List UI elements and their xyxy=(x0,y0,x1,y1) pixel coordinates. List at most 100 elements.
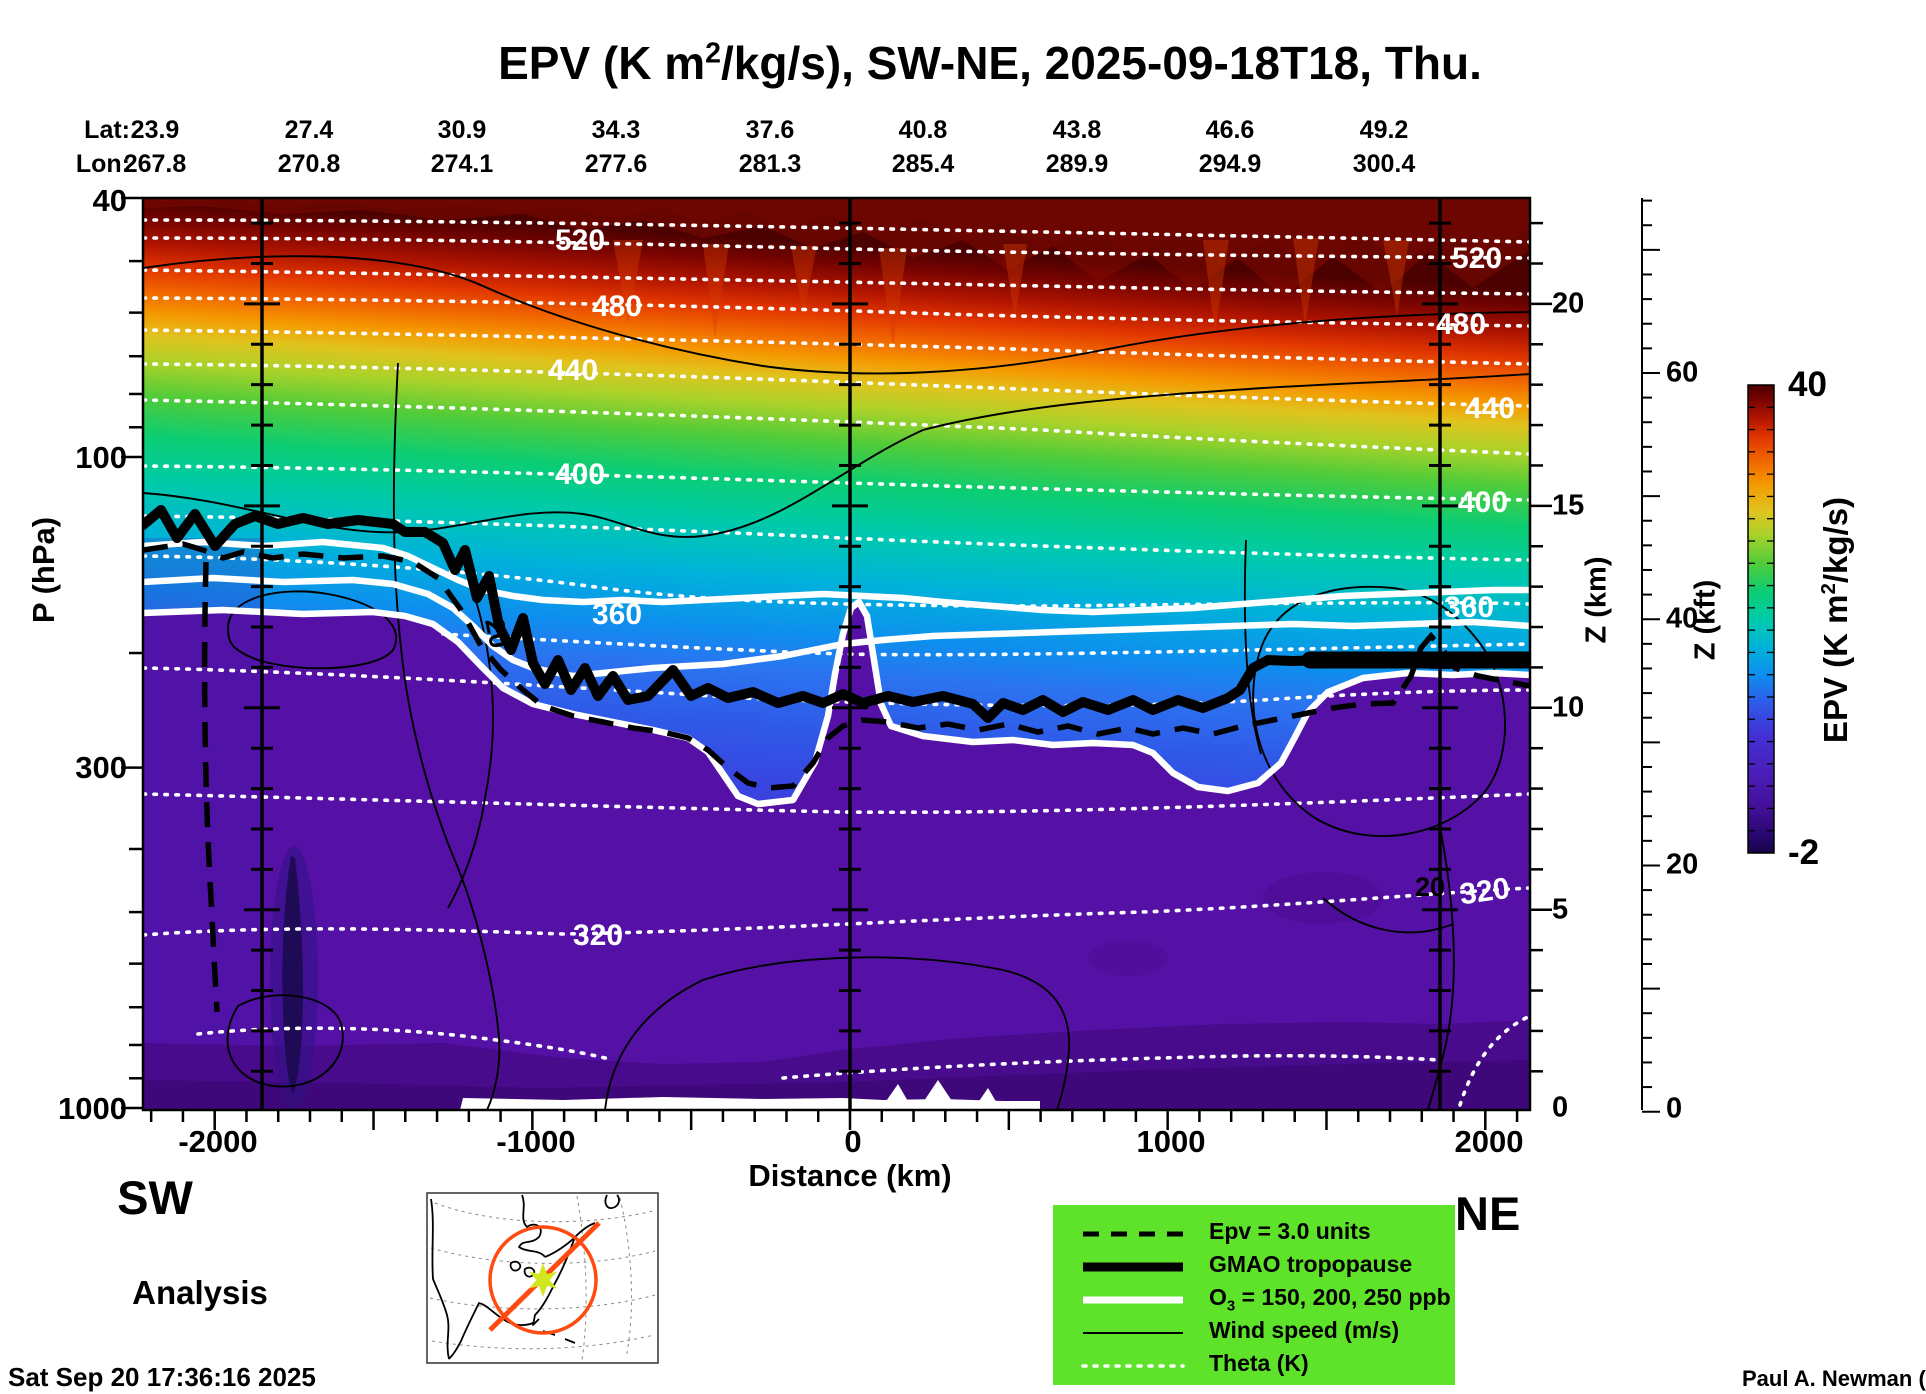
legend-item-ozone: O3 = 150, 200, 250 ppb xyxy=(1053,1283,1455,1316)
flame-band-deep xyxy=(143,198,1530,298)
troposphere-purple xyxy=(143,604,1530,1110)
colorbar-min-label: -2 xyxy=(1788,833,1820,872)
pressure-tick-label: 300 xyxy=(75,750,127,785)
colorbar-axis-title: EPV (K m2/kg/s) xyxy=(1817,496,1854,744)
zkft-axis-title: Z (kft) xyxy=(1689,579,1722,661)
lon-value: 277.6 xyxy=(584,150,648,178)
legend-box: Epv = 3.0 units GMAO tropopause O3 = 150… xyxy=(1053,1205,1455,1385)
dark-blob-center xyxy=(1088,940,1168,976)
lat-value: 23.9 xyxy=(130,116,180,144)
thin-line-sample-icon xyxy=(1083,1331,1183,1334)
distance-axis-title: Distance (km) xyxy=(748,1158,952,1193)
wind-speed-label: 20 xyxy=(1415,872,1445,902)
zkm-tick-label: 0 xyxy=(1552,1091,1569,1124)
zkm-axis-title: Z (km) xyxy=(1580,556,1613,644)
legend-item-theta: Theta (K) xyxy=(1053,1349,1455,1382)
lon-value: 285.4 xyxy=(891,150,955,178)
zkm-tick-label: 20 xyxy=(1552,287,1585,320)
theta-label: 480 xyxy=(1436,308,1486,341)
main-plot-area: 520 520 480 480 440 440 400 400 360 360 … xyxy=(121,178,1552,1130)
distance-tick-label: 0 xyxy=(844,1124,862,1159)
map-inset xyxy=(426,1192,659,1364)
dashed-line-sample-icon xyxy=(1083,1231,1183,1236)
lat-value: 49.2 xyxy=(1359,116,1409,144)
top-axis-ticks xyxy=(151,178,1517,198)
latitude-axis-row: Lat: 23.9 27.4 30.9 34.3 37.6 40.8 43.8 46.6 49.… xyxy=(0,116,1926,146)
lon-prefix: Lon: xyxy=(75,150,130,178)
theta-label: 400 xyxy=(1458,486,1508,519)
wind-speed-label: 20 xyxy=(479,615,515,651)
reference-lines xyxy=(244,198,1458,1110)
colorbar xyxy=(1747,384,1775,854)
pressure-tick-label: 40 xyxy=(92,183,127,218)
lat-value: 40.8 xyxy=(898,116,948,144)
flame-band-dark xyxy=(143,198,1530,274)
zkm-tick-label: 5 xyxy=(1552,893,1569,926)
theta-label: 520 xyxy=(1452,242,1502,275)
thick-line-sample-icon xyxy=(1083,1262,1183,1271)
colorbar-gradient xyxy=(1747,384,1775,854)
pressure-tick-label: 1000 xyxy=(58,1091,127,1126)
map-graticule xyxy=(429,1195,656,1361)
analysis-label: Analysis xyxy=(132,1274,268,1311)
section-range-circle xyxy=(488,1225,598,1335)
darker-bottom-strip xyxy=(143,1060,1530,1110)
legend-item-tropopause: GMAO tropopause xyxy=(1053,1250,1455,1283)
distance-tick-label: 1000 xyxy=(1136,1124,1206,1159)
sw-corner-label: SW xyxy=(117,1171,193,1224)
zkm-tick-label: 15 xyxy=(1552,489,1585,522)
lon-value: 281.3 xyxy=(738,150,802,178)
author-credit: Paul A. Newman (NASA xyxy=(1742,1366,1926,1391)
legend-item-epv3: Epv = 3.0 units xyxy=(1053,1217,1455,1250)
lat-value: 27.4 xyxy=(284,116,334,144)
theta-contours xyxy=(143,218,1530,1107)
theta-label: 520 xyxy=(555,224,605,257)
longitude-axis-row: Lon: 267.8 270.8 274.1 277.6 281.3 285.4 289.9… xyxy=(0,150,1926,180)
lat-value: 30.9 xyxy=(437,116,487,144)
zkft-tick-label: 60 xyxy=(1666,356,1699,389)
legend-item-wind: Wind speed (m/s) xyxy=(1053,1316,1455,1349)
theta-label: 360 xyxy=(1444,591,1494,624)
lon-value: 289.9 xyxy=(1045,150,1109,178)
creation-timestamp: Sat Sep 20 17:36:16 2025 xyxy=(8,1362,316,1392)
bottom-axis-ticks xyxy=(149,1110,1519,1130)
lat-prefix: Lat: xyxy=(84,116,130,144)
chart-title: EPV (K m2/kg/s), SW-NE, 2025-09-18T18, T… xyxy=(498,37,1482,89)
lat-value: 46.6 xyxy=(1205,116,1255,144)
epv3-contour xyxy=(143,541,1530,1013)
pressure-tick-label: 100 xyxy=(75,440,127,475)
theta-label: 440 xyxy=(1465,392,1515,425)
surface-peaks xyxy=(880,1080,1001,1110)
distance-tick-label: 2000 xyxy=(1454,1124,1524,1159)
ozone-contours xyxy=(143,538,1530,808)
colorbar-max-label: 40 xyxy=(1788,365,1827,404)
lon-value: 270.8 xyxy=(277,150,341,178)
lon-value: 267.8 xyxy=(123,150,187,178)
dotted-line-sample-icon xyxy=(1081,1363,1185,1368)
lon-value: 300.4 xyxy=(1352,150,1416,178)
theta-label: 480 xyxy=(592,290,642,323)
pressure-axis-ticks xyxy=(121,196,143,1110)
navy-streak xyxy=(282,856,303,1095)
zkft-tick-label: 40 xyxy=(1666,602,1699,635)
lat-value: 34.3 xyxy=(591,116,641,144)
zkm-tick-label: 10 xyxy=(1552,691,1585,724)
tropopause-contour xyxy=(143,505,1530,723)
theta-label: 440 xyxy=(548,354,598,387)
left-column-shade xyxy=(143,538,262,1110)
lat-value: 37.6 xyxy=(745,116,795,144)
distance-tick-label: -2000 xyxy=(178,1124,258,1159)
theta-label: 400 xyxy=(555,458,605,491)
pressure-tick-labels: 40 100 300 1000 xyxy=(0,0,131,1394)
lat-value: 43.8 xyxy=(1052,116,1102,144)
theta-label: 360 xyxy=(592,598,642,631)
theta-label: 320 xyxy=(573,919,623,952)
epv-field xyxy=(143,198,1530,1110)
zkm-axis-ticks xyxy=(1530,221,1552,1073)
pressure-axis-title: P (hPa) xyxy=(26,516,61,624)
zkft-tick-label: 20 xyxy=(1666,848,1699,881)
distance-tick-label: -1000 xyxy=(496,1124,576,1159)
lon-value: 274.1 xyxy=(430,150,494,178)
